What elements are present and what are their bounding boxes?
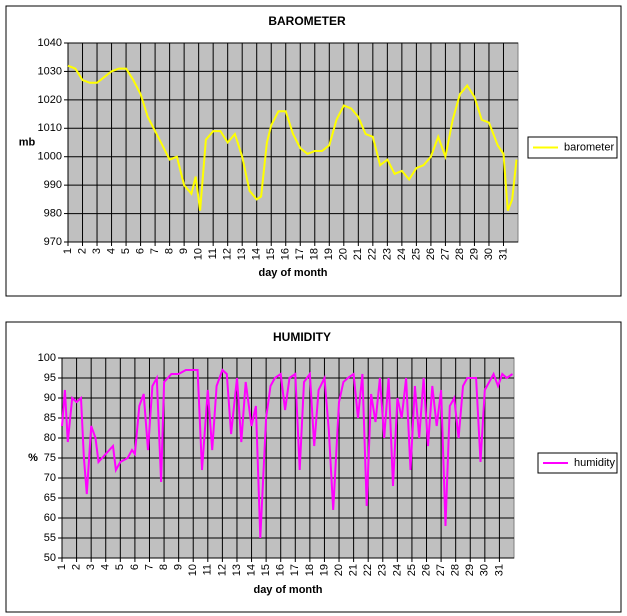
x-tick-label: 28 [450,564,462,576]
y-tick-label: 1020 [38,94,62,106]
y-tick-label: 100 [38,352,56,364]
x-tick-label: 2 [70,564,82,570]
x-tick-label: 3 [91,248,103,254]
x-axis-label: day of month [258,267,327,279]
x-tick-label: 22 [362,564,374,576]
y-tick-label: 90 [44,392,56,404]
y-tick-label: 1000 [38,151,62,163]
x-tick-label: 15 [260,564,272,576]
y-tick-label: 70 [44,472,56,484]
x-tick-label: 30 [479,564,491,576]
x-tick-label: 8 [164,248,176,254]
x-tick-label: 23 [377,564,389,576]
legend-box [537,452,618,474]
x-tick-label: 16 [275,564,287,576]
y-tick-label: 55 [44,532,56,544]
y-tick-label: 80 [44,432,56,444]
y-tick-label: 980 [44,207,62,219]
x-tick-label: 9 [173,564,185,570]
plot-area [67,42,519,243]
x-tick-label: 20 [338,248,350,260]
legend-box [527,136,618,159]
legend-label: humidity [574,457,615,469]
x-tick-label: 17 [294,248,306,260]
y-tick-label: 970 [44,236,62,248]
chart-title: BAROMETER [268,14,346,28]
x-tick-label: 19 [318,564,330,576]
x-tick-label: 8 [158,564,170,570]
x-tick-label: 3 [85,564,97,570]
y-tick-label: 75 [44,452,56,464]
x-tick-label: 31 [497,248,509,260]
y-tick-label: 85 [44,412,56,424]
x-tick-label: 26 [425,248,437,260]
y-tick-label: 1040 [38,37,62,49]
y-tick-label: 60 [44,512,56,524]
x-tick-label: 21 [348,564,360,576]
x-tick-label: 17 [289,564,301,576]
x-tick-label: 6 [129,564,141,570]
x-tick-label: 27 [439,248,451,260]
data-line [61,368,514,539]
x-tick-label: 2 [76,248,88,254]
x-tick-label: 11 [207,248,219,259]
x-tick-label: 30 [483,248,495,260]
x-tick-label: 24 [391,564,403,576]
x-tick-label: 14 [251,248,263,260]
chart-title: HUMIDITY [273,330,331,344]
x-tick-label: 1 [62,248,74,254]
x-tick-label: 18 [309,248,321,260]
x-tick-label: 27 [435,564,447,576]
x-tick-label: 13 [231,564,243,576]
y-tick-label: 1030 [38,65,62,77]
y-tick-label: 95 [44,372,56,384]
x-tick-label: 26 [420,564,432,576]
x-tick-label: 14 [245,564,257,576]
x-tick-label: 21 [352,248,364,260]
x-tick-label: 19 [323,248,335,260]
y-axis-label: mb [19,136,36,148]
x-tick-label: 12 [216,564,228,576]
x-tick-label: 13 [236,248,248,260]
x-tick-label: 5 [120,248,132,254]
y-tick-label: 50 [44,552,56,564]
y-tick-label: 990 [44,179,62,191]
x-tick-label: 1 [56,564,68,570]
x-tick-label: 11 [202,564,214,575]
x-tick-label: 12 [222,248,234,260]
x-tick-label: 25 [410,248,422,260]
x-tick-label: 4 [105,248,117,254]
x-tick-label: 9 [178,248,190,254]
x-tick-label: 16 [280,248,292,260]
x-tick-label: 18 [304,564,316,576]
data-line [67,64,518,212]
x-tick-label: 15 [265,248,277,260]
x-tick-label: 7 [149,248,161,254]
x-tick-label: 23 [381,248,393,260]
x-tick-label: 10 [187,564,199,576]
x-tick-label: 29 [464,564,476,576]
x-tick-label: 24 [396,248,408,260]
x-axis-label: day of month [253,584,322,596]
legend-label: barometer [564,141,614,153]
x-tick-label: 31 [493,564,505,576]
x-tick-label: 10 [193,248,205,260]
x-tick-label: 20 [333,564,345,576]
y-axis-label: % [28,452,38,464]
x-tick-label: 5 [114,564,126,570]
x-tick-label: 25 [406,564,418,576]
y-tick-label: 1010 [38,122,62,134]
x-tick-label: 4 [100,564,112,570]
x-tick-label: 7 [143,564,155,570]
chart: HUMIDITY%day of month5055606570758085909… [5,321,622,613]
y-tick-label: 65 [44,492,56,504]
x-tick-label: 22 [367,248,379,260]
x-tick-label: 6 [134,248,146,254]
x-tick-label: 29 [468,248,480,260]
x-tick-label: 28 [454,248,466,260]
